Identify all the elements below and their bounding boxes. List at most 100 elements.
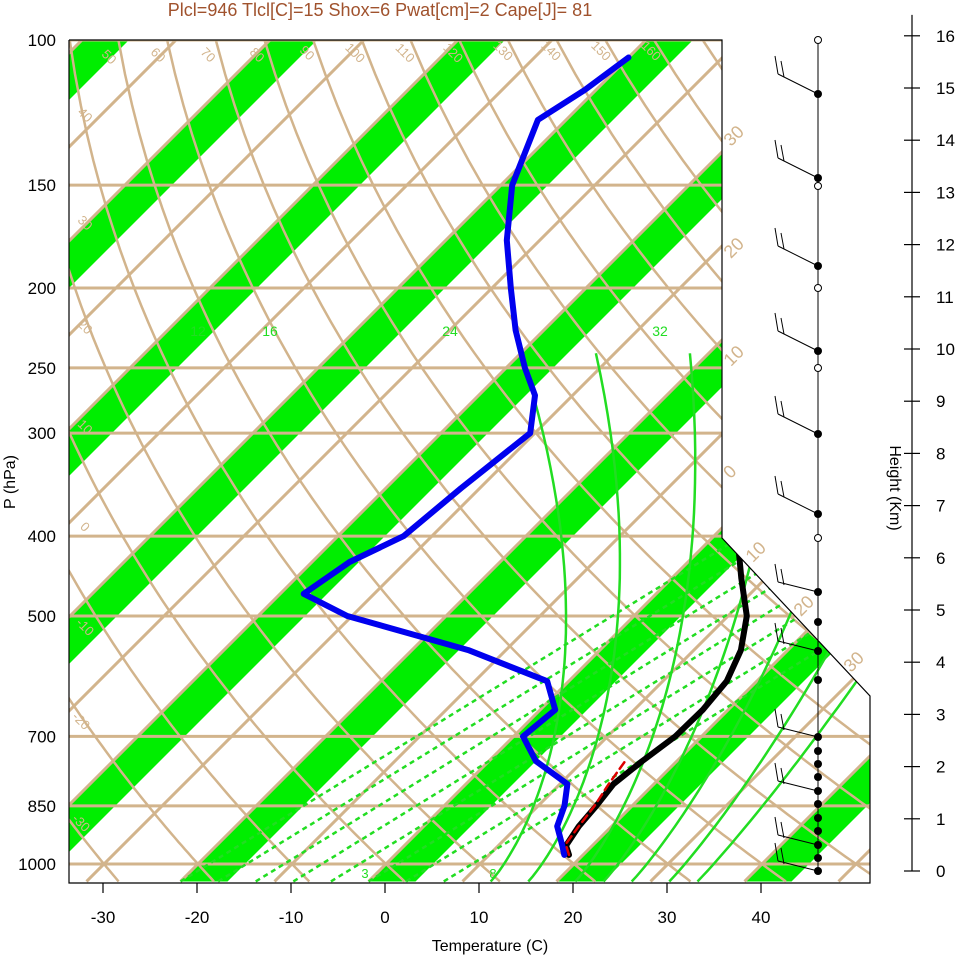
height-tick-label: 3 bbox=[936, 705, 945, 724]
wind-barb bbox=[777, 157, 819, 179]
pressure-tick-label: 200 bbox=[28, 279, 56, 298]
pressure-tick-label: 400 bbox=[28, 527, 56, 546]
wind-open-marker bbox=[814, 36, 822, 44]
dry-adiabat bbox=[165, 40, 787, 883]
pressure-tick-label: 250 bbox=[28, 359, 56, 378]
isotherm-label: 20 bbox=[720, 234, 748, 262]
wind-profile bbox=[774, 36, 822, 875]
wind-filled-marker bbox=[814, 773, 822, 781]
height-tick-label: 8 bbox=[936, 444, 945, 463]
moist-adiabat bbox=[574, 353, 697, 883]
x-tick-label: 30 bbox=[658, 908, 677, 927]
dry-adiabat bbox=[69, 40, 501, 883]
wind-barb bbox=[777, 330, 819, 352]
height-tick-label: 4 bbox=[936, 653, 945, 672]
height-tick-label: 10 bbox=[936, 340, 955, 359]
pressure-tick-label: 850 bbox=[28, 797, 56, 816]
wind-barb-feather bbox=[780, 767, 785, 785]
pressure-tick-label: 700 bbox=[28, 727, 56, 746]
isotherm-label: 10 bbox=[742, 538, 770, 566]
wind-barb-feather bbox=[780, 568, 785, 586]
dry-adiabat-lines bbox=[69, 40, 961, 883]
dry-adiabat bbox=[69, 40, 215, 883]
wind-barb-feather bbox=[780, 232, 785, 250]
x-tick-label: -10 bbox=[279, 908, 304, 927]
dry-adiabat-label: 70 bbox=[198, 44, 219, 65]
dry-adiabat bbox=[214, 40, 870, 883]
height-tick-label: 16 bbox=[936, 27, 955, 46]
mixing-ratio-line bbox=[255, 535, 818, 883]
wind-filled-marker bbox=[814, 827, 822, 835]
dry-adiabat-label: 60 bbox=[148, 44, 169, 65]
wind-barb bbox=[777, 245, 819, 267]
x-tick-label: 40 bbox=[752, 908, 771, 927]
isotherm-band bbox=[69, 40, 693, 882]
wind-barb bbox=[777, 413, 819, 435]
isotherm-line bbox=[69, 40, 366, 883]
wind-barb-feather bbox=[780, 847, 785, 865]
isotherm-label: 30 bbox=[720, 122, 748, 150]
wind-barb bbox=[777, 640, 819, 652]
temperature-axis: -30 -20 -10 0 10 20 30 40 bbox=[91, 883, 771, 927]
mixing-ratio-label: 16 bbox=[262, 323, 278, 339]
wind-barb-feather bbox=[780, 144, 785, 162]
wind-filled-marker bbox=[814, 747, 822, 755]
x-tick-label: 0 bbox=[380, 908, 389, 927]
x-tick-label: 10 bbox=[470, 908, 489, 927]
wind-barb-feather bbox=[774, 622, 779, 642]
isotherm-line bbox=[461, 40, 870, 883]
height-tick-label: 9 bbox=[936, 392, 945, 411]
wind-open-marker bbox=[814, 534, 822, 542]
dry-adiabat bbox=[750, 40, 870, 883]
y-axis-title: P (hPa) bbox=[2, 455, 19, 509]
isotherm-label: 30 bbox=[840, 648, 868, 676]
dry-adiabat bbox=[458, 40, 870, 883]
wind-open-marker bbox=[814, 364, 822, 372]
height-tick-label: 15 bbox=[936, 79, 955, 98]
dry-adiabat bbox=[69, 40, 311, 883]
height-tick-label: 6 bbox=[936, 549, 945, 568]
isotherm-line bbox=[69, 40, 648, 883]
wind-barb-feather bbox=[780, 400, 785, 418]
pressure-tick-label: 150 bbox=[28, 176, 56, 195]
x-axis-title: Temperature (C) bbox=[432, 938, 548, 955]
wind-barb-feather bbox=[774, 708, 779, 728]
wind-barb-feather bbox=[774, 842, 779, 862]
wind-open-marker bbox=[814, 182, 822, 190]
moist-adiabat bbox=[489, 352, 568, 883]
wind-barb-feather bbox=[774, 227, 779, 247]
dry-adiabat bbox=[701, 40, 870, 883]
wind-barb-feather bbox=[774, 816, 779, 836]
wind-barb-feather bbox=[774, 312, 779, 332]
height-axis-title: Height (Km) bbox=[886, 445, 903, 530]
moist-adiabat bbox=[668, 352, 870, 883]
mixing-ratio-line bbox=[405, 535, 870, 883]
dry-adiabat-label: 140 bbox=[538, 38, 564, 64]
mixing-ratio-line bbox=[179, 535, 743, 883]
dry-adiabat bbox=[897, 40, 961, 882]
pressure-tick-label: 100 bbox=[28, 31, 56, 50]
x-tick-label: -20 bbox=[185, 908, 210, 927]
pressure-tick-label: 500 bbox=[28, 607, 56, 626]
height-tick-label: 12 bbox=[936, 236, 955, 255]
dry-adiabat bbox=[69, 40, 406, 883]
pressure-tick-label: 1000 bbox=[18, 855, 56, 874]
isotherm-band bbox=[69, 40, 505, 882]
dry-adiabat bbox=[117, 40, 692, 883]
wind-barb-feather bbox=[774, 139, 779, 159]
dry-adiabat bbox=[263, 40, 870, 883]
isotherm-band bbox=[556, 40, 870, 882]
isotherm-band bbox=[180, 40, 870, 882]
wind-barb bbox=[777, 726, 819, 738]
wind-barb-feather bbox=[780, 821, 785, 839]
wind-barb-feather bbox=[780, 60, 785, 78]
moist-adiabat bbox=[696, 352, 870, 883]
mixing-ratio-line bbox=[292, 535, 856, 883]
wind-barb-feather bbox=[774, 55, 779, 75]
dry-adiabat bbox=[946, 40, 961, 882]
isotherm-line bbox=[69, 40, 554, 883]
dry-adiabat bbox=[604, 40, 870, 883]
wind-barb bbox=[777, 73, 819, 95]
isotherm-line bbox=[179, 40, 870, 883]
